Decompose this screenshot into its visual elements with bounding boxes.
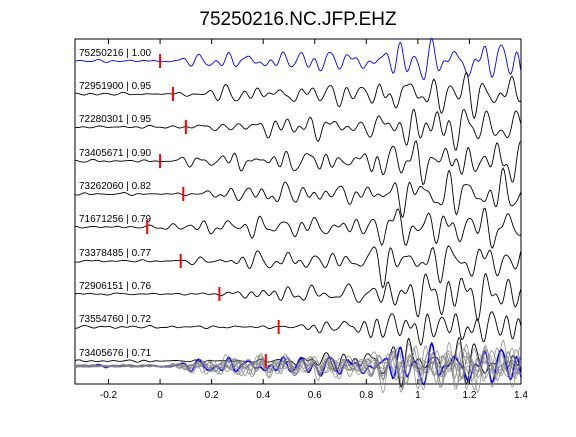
chart-title: 75250216.NC.JFP.EHZ — [199, 9, 397, 30]
traces-layer — [74, 37, 522, 388]
trace-label-72280301: 72280301 | 0.95 — [79, 114, 152, 125]
x-tick-label: 0 — [157, 390, 163, 401]
stack-trace-72906151 — [74, 344, 522, 394]
labels-layer: 75250216 | 1.00 72951900 | 0.95 72280301 |… — [79, 48, 152, 359]
trace-line-75250216 — [74, 37, 522, 81]
trace-label-73378485: 73378485 | 0.77 — [79, 248, 152, 259]
stack-trace-73405676 — [74, 342, 522, 393]
x-tick-label: 1.4 — [514, 390, 528, 401]
trace-line-71671256 — [75, 207, 522, 249]
picks-layer — [146, 54, 280, 368]
x-tick-label: 0.6 — [308, 390, 322, 401]
stack-trace-73554760 — [74, 350, 522, 385]
trace-line-72951900 — [74, 71, 522, 120]
trace-line-73262060 — [74, 167, 522, 219]
x-tick-label: 0.2 — [205, 390, 219, 401]
x-tick-label: 0.8 — [359, 390, 373, 401]
trace-line-72906151 — [74, 272, 522, 322]
x-tick-label: 1.2 — [462, 390, 476, 401]
trace-label-73405676: 73405676 | 0.71 — [79, 348, 152, 359]
trace-line-72280301 — [74, 108, 522, 151]
trace-line-73378485 — [74, 245, 522, 289]
trace-label-71671256: 71671256 | 0.79 — [79, 214, 152, 225]
trace-label-73405671: 73405671 | 0.90 — [79, 148, 152, 159]
trace-label-75250216: 75250216 | 1.00 — [79, 48, 152, 59]
stack-layer — [74, 339, 522, 394]
plot-frame — [74, 38, 522, 385]
trace-line-73405671 — [74, 140, 522, 186]
x-tick-label: 1 — [415, 390, 421, 401]
trace-label-72951900: 72951900 | 0.95 — [79, 81, 152, 92]
x-axis-ticks: -0.2 0 0.2 0.4 0.6 0.8 1 1.2 1.4 — [100, 39, 528, 401]
trace-label-73262060: 73262060 | 0.82 — [79, 181, 152, 192]
trace-label-72906151: 72906151 | 0.76 — [79, 281, 152, 292]
x-tick-label: 0.4 — [256, 390, 270, 401]
x-tick-label: -0.2 — [100, 390, 118, 401]
trace-label-73554760: 73554760 | 0.72 — [79, 314, 152, 325]
trace-line-73554760 — [74, 311, 522, 346]
